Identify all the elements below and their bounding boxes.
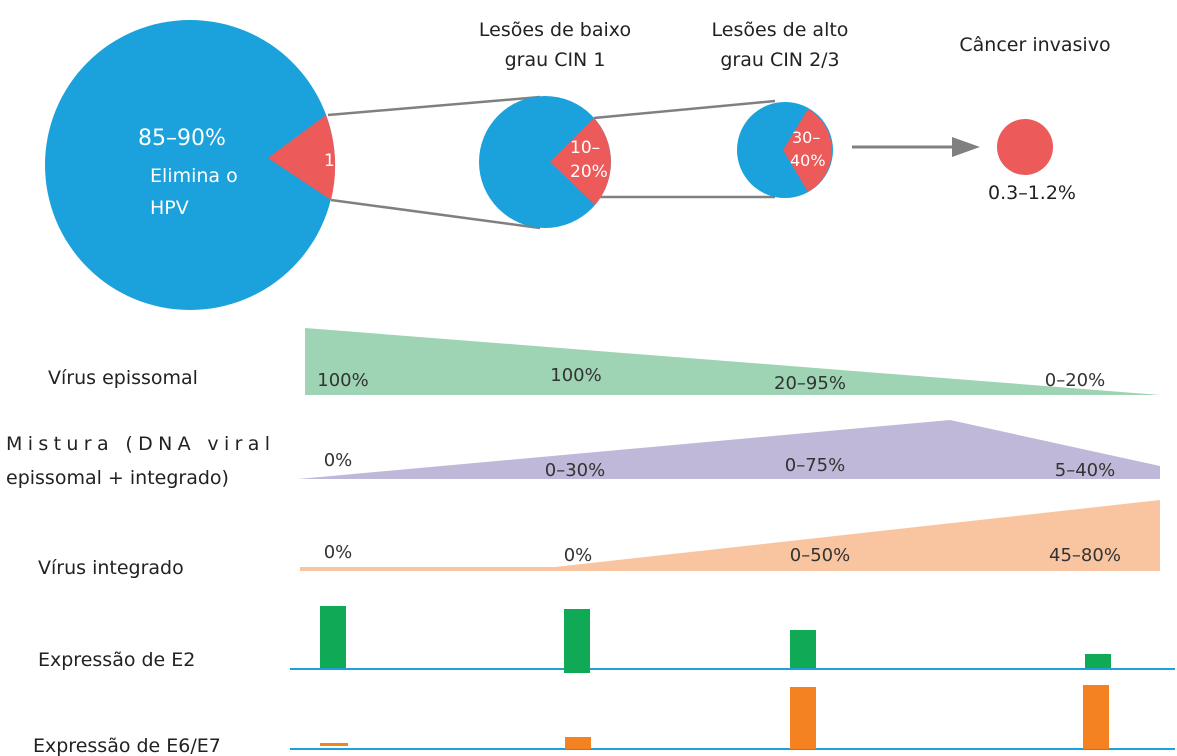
pie-sub: Elimina o <box>150 165 238 187</box>
e6e7-bar <box>790 687 816 749</box>
connector <box>327 95 541 117</box>
slice-label: 20% <box>570 162 608 182</box>
stage-title: grau CIN 2/3 <box>720 49 839 71</box>
band-value: 0% <box>324 450 353 471</box>
e6e7-bar <box>565 737 591 749</box>
slice-label: 40% <box>790 151 826 170</box>
arrow-head <box>952 137 980 157</box>
stage-value: 0.3–1.2% <box>988 182 1076 204</box>
stage-title: Câncer invasivo <box>959 34 1110 56</box>
pie-slice <box>268 115 336 200</box>
e6e7-bar <box>1083 685 1109 749</box>
mixed-band <box>298 420 1160 479</box>
pie-sub: HPV <box>150 197 189 219</box>
row-label: Expressão de E2 <box>38 649 195 671</box>
stage-title: grau CIN 1 <box>505 49 606 71</box>
row-label: epissomal + integrado) <box>6 467 229 489</box>
pie <box>997 119 1053 175</box>
band-value: 5–40% <box>1055 460 1115 481</box>
pie-main: 85–90% <box>138 126 226 151</box>
e2-bar <box>1085 654 1111 668</box>
band-value: 100% <box>550 365 601 386</box>
row-label: Vírus epissomal <box>48 367 198 389</box>
band-value: 0% <box>324 542 353 563</box>
e6e7-bar <box>320 743 348 746</box>
band-value: 100% <box>317 370 368 391</box>
stage-title: Lesões de baixo <box>479 19 631 41</box>
e2-bar <box>564 609 590 673</box>
e2-bar <box>320 606 346 668</box>
episomal-band <box>305 328 1160 395</box>
band-value: 0–50% <box>790 545 850 566</box>
row-label: Expressão de E6/E7 <box>33 735 221 756</box>
integrated-band <box>300 500 1160 571</box>
row-label: Mistura (DNA viral <box>6 433 270 455</box>
pie-slice <box>550 118 611 205</box>
slice-label: 10– <box>570 138 600 158</box>
pie-slice <box>783 109 832 192</box>
band-value: 45–80% <box>1049 545 1121 566</box>
connectors <box>327 95 776 230</box>
band-value: 0–30% <box>545 460 605 481</box>
band-value: 0–75% <box>785 455 845 476</box>
band-value: 20–95% <box>774 373 846 394</box>
pie <box>45 20 335 310</box>
slice-label: 30– <box>792 128 820 147</box>
slice-label: 10–15% <box>324 151 392 171</box>
pie <box>479 96 611 228</box>
connector <box>330 198 541 230</box>
row-label: Vírus integrado <box>38 557 184 579</box>
band-value: 0% <box>564 545 593 566</box>
e2-bar <box>790 630 816 668</box>
connector <box>593 99 776 120</box>
band-value: 0–20% <box>1045 370 1105 391</box>
stage-title: Lesões de alto <box>712 19 849 41</box>
